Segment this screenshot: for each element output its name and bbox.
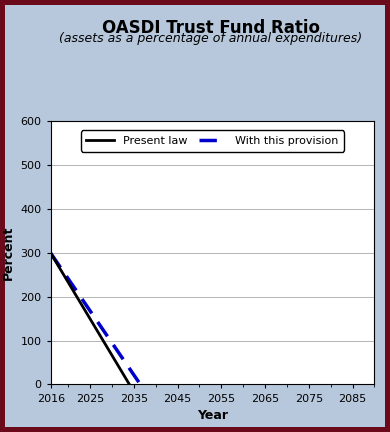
Legend: Present law, With this provision: Present law, With this provision xyxy=(81,130,344,152)
Text: (assets as a percentage of annual expenditures): (assets as a percentage of annual expend… xyxy=(59,32,362,45)
Text: OASDI Trust Fund Ratio: OASDI Trust Fund Ratio xyxy=(102,19,319,38)
Y-axis label: Percent: Percent xyxy=(2,226,15,280)
X-axis label: Year: Year xyxy=(197,409,228,422)
